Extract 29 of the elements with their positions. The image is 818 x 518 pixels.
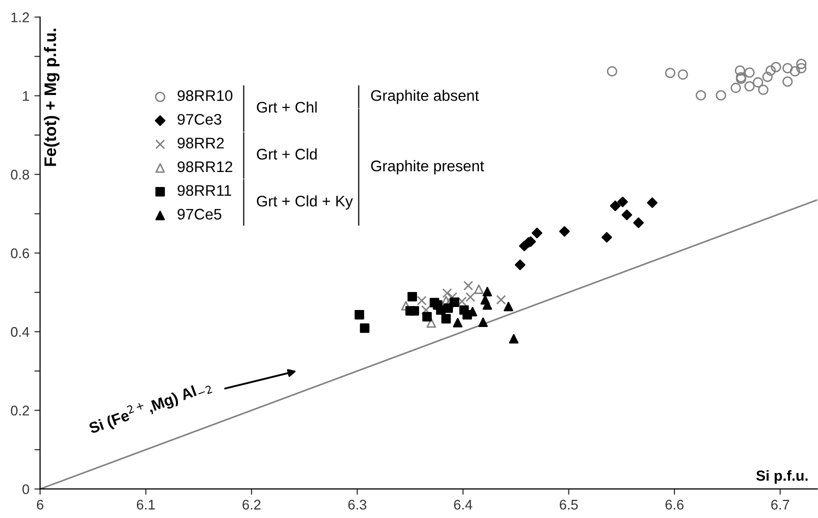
legend-label: 98RR11: [178, 185, 232, 196]
legend-label: 98RR2: [178, 138, 224, 148]
x-tick-label: 6.5: [560, 500, 578, 510]
legend-label: 97Ce5: [178, 208, 222, 220]
annotation: Graphite absent: [371, 90, 479, 104]
y-tick-label: 0: [22, 484, 30, 494]
y-tick-label: 1.2: [11, 12, 29, 22]
legend-label: 98RR12: [178, 161, 232, 172]
x-tick-label: 6.2: [242, 500, 260, 510]
annotation: Grt + Cld + Ky: [256, 195, 353, 210]
x-tick-label: 6.6: [666, 500, 684, 510]
annotation: Grt + Chl: [256, 101, 317, 113]
y-tick-label: 0.6: [10, 248, 30, 258]
y-tick-label: 0.2: [10, 406, 29, 416]
x-tick-label: 6.4: [454, 500, 472, 510]
y-tick-label: 0.8: [10, 170, 30, 180]
x-tick-label: 6: [36, 500, 44, 510]
y-tick-label: 1: [23, 91, 29, 101]
annotation: Si (Fe$^{2+}$,Mg) Al$_{−2}$: [87, 377, 213, 437]
x-axis-title: Si p.f.u.: [756, 470, 808, 484]
annotation: Grt + Cld: [256, 148, 317, 160]
x-tick-label: 6.3: [348, 500, 366, 510]
annotation: Graphite present: [371, 160, 484, 174]
legend-label: 98RR10: [178, 90, 232, 102]
legend-label: 97Ce3: [178, 114, 222, 125]
y-axis-title: Fe(tot) + Mg p.f.u.: [44, 28, 60, 166]
x-tick-label: 6.1: [136, 500, 155, 510]
y-tick-label: 0.4: [10, 327, 30, 337]
x-tick-label: 6.7: [771, 500, 790, 510]
